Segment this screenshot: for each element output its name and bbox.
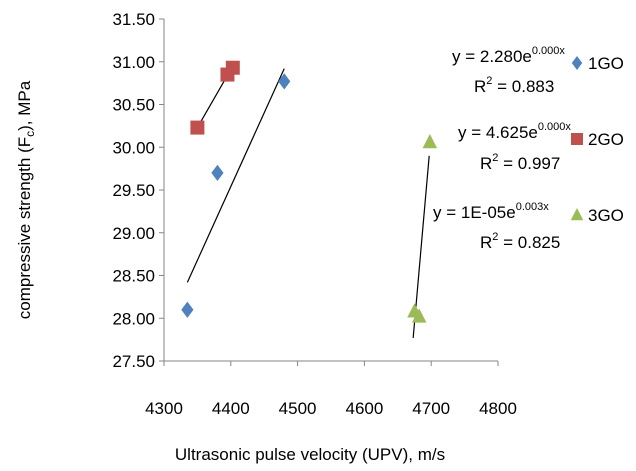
x-tick-labels: 4300 4400 4500 4600 4700 4800 xyxy=(145,399,517,418)
x-tick-label: 4800 xyxy=(479,399,517,418)
r-squared-base: R xyxy=(480,154,492,173)
r-squared-value: = 0.883 xyxy=(492,77,554,96)
y-axis-title-subscript: c xyxy=(23,131,37,137)
y-tick-label: 30.00 xyxy=(112,138,155,157)
data-point-2go xyxy=(190,120,205,135)
y-tick-label: 31.00 xyxy=(112,53,155,72)
data-point-2go xyxy=(225,60,240,75)
equation-base: y = 2.280e xyxy=(452,47,532,66)
x-tick-label: 4600 xyxy=(345,399,383,418)
x-tick-label: 4700 xyxy=(412,399,450,418)
y-tick-label: 27.50 xyxy=(112,352,155,371)
y-tick-label: 28.00 xyxy=(112,309,155,328)
x-tick-label: 4400 xyxy=(212,399,250,418)
y-tick-label: 29.00 xyxy=(112,224,155,243)
data-point-1go xyxy=(211,164,224,182)
r-squared-superscript: 2 xyxy=(492,231,498,243)
equation-exponent: 0.000x xyxy=(532,45,566,57)
equation-base: y = 1E-05e xyxy=(433,203,516,222)
r-squared-value: = 0.997 xyxy=(498,154,560,173)
trendline-1go xyxy=(186,68,285,283)
y-axis-title-prefix: compressive strength (F xyxy=(15,137,34,319)
data-point-3go xyxy=(411,308,427,323)
legend-label-1go: 1GO xyxy=(588,54,624,73)
y-tick-label: 29.50 xyxy=(112,181,155,200)
legend-marker-2go xyxy=(571,133,583,145)
y-axis-title-suffix: ), MPa xyxy=(15,80,34,131)
trendline-equation-2go: y = 4.625e0.000x xyxy=(458,121,571,142)
legend-marker-1go xyxy=(571,56,583,70)
r-squared-3go: R2 = 0.825 xyxy=(480,231,560,252)
equation-exponent: 0.003x xyxy=(516,201,550,213)
y-tick-labels: 27.50 28.00 28.50 29.00 29.50 30.00 30.50 31.00… xyxy=(112,10,155,371)
y-axis-title: compressive strength (Fc), MPa xyxy=(15,80,37,319)
trendlines xyxy=(186,65,430,338)
r-squared-superscript: 2 xyxy=(492,152,498,164)
data-point-1go xyxy=(278,73,291,90)
data-point-1go xyxy=(181,301,194,318)
equation-base: y = 4.625e xyxy=(458,123,538,142)
r-squared-base: R xyxy=(474,77,486,96)
r-squared-base: R xyxy=(480,233,492,252)
x-tick-label: 4300 xyxy=(145,399,183,418)
legend-label-2go: 2GO xyxy=(588,130,624,149)
equation-exponent: 0.000x xyxy=(538,121,572,133)
r-squared-value: = 0.825 xyxy=(498,233,560,252)
y-tick-label: 30.50 xyxy=(112,96,155,115)
legend-label-3go: 3GO xyxy=(588,206,624,225)
r-squared-1go: R2 = 0.883 xyxy=(474,75,554,96)
x-tick-label: 4500 xyxy=(279,399,317,418)
trendline-equation-1go: y = 2.280e0.000x xyxy=(452,45,565,66)
axes xyxy=(159,18,499,366)
data-points xyxy=(181,60,438,323)
y-tick-label: 31.50 xyxy=(112,10,155,29)
legend-marker-3go xyxy=(570,208,584,221)
x-axis-title: Ultrasonic pulse velocity (UPV), m/s xyxy=(175,445,445,464)
r-squared-superscript: 2 xyxy=(486,75,492,87)
legend: 1GO 2GO 3GO xyxy=(570,54,624,225)
r-squared-2go: R2 = 0.997 xyxy=(480,152,560,173)
data-point-3go xyxy=(422,134,438,149)
trendline-equation-3go: y = 1E-05e0.003x xyxy=(433,201,549,222)
y-tick-label: 28.50 xyxy=(112,267,155,286)
